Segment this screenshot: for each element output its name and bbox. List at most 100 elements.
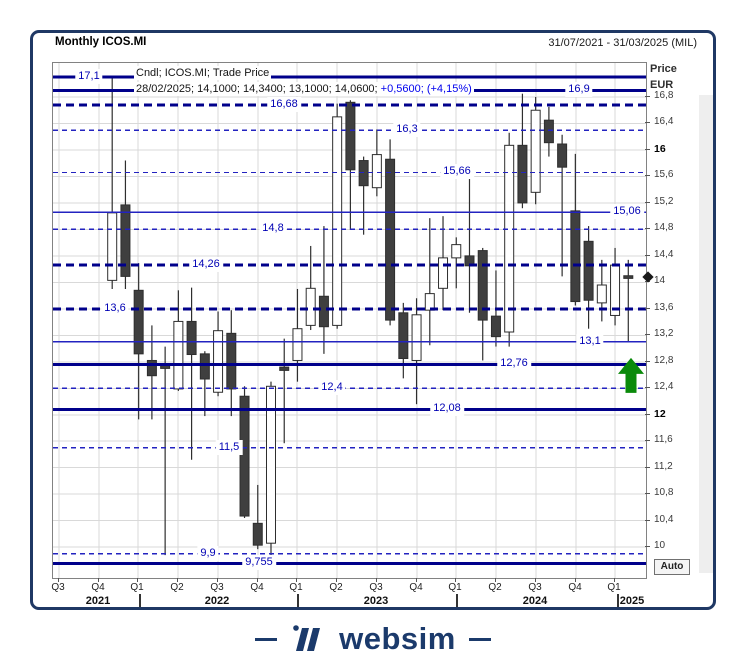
candle-body-2024-06 — [517, 144, 528, 204]
year-label-2022: 2022 — [204, 595, 230, 607]
quarter-label: Q4 — [409, 582, 423, 593]
price-tick-label-13,2: 13,2 — [654, 328, 674, 340]
time-tick-mark — [58, 578, 59, 582]
candle-body-2024-10 — [570, 210, 581, 303]
level-label-15,06: 15,06 — [610, 204, 644, 220]
level-label-14,8: 14,8 — [259, 221, 287, 237]
price-axis-currency: EUR — [650, 79, 674, 91]
candle-body-2021-12 — [120, 204, 131, 277]
candle-body-2024-05 — [504, 144, 515, 333]
quarter-label: Q1 — [448, 582, 462, 593]
candle-body-2022-12 — [279, 366, 290, 371]
price-tick-label-12: 12 — [654, 407, 666, 420]
price-tick-mark — [645, 466, 650, 468]
price-tick-mark — [645, 334, 650, 336]
legend-change-value: +0,5600; (+4,15%) — [377, 83, 472, 95]
price-tick-label-11,2: 11,2 — [654, 460, 673, 472]
price-tick-mark — [645, 360, 650, 362]
price-tick-mark — [645, 440, 650, 442]
price-axis-strip — [699, 95, 713, 573]
legend-series-line: Cndl; ICOS.MI; Trade Price — [134, 66, 272, 80]
candle-body-2022-02 — [146, 359, 157, 377]
price-tick-mark — [645, 201, 650, 203]
price-tick-mark — [645, 546, 650, 548]
websim-footer: websim — [0, 613, 746, 665]
price-tick-mark — [645, 122, 650, 124]
candle-body-2024-01 — [451, 244, 462, 259]
quarter-label: Q2 — [488, 582, 502, 593]
quarter-label: Q1 — [607, 582, 621, 593]
candle-body-2022-08 — [226, 332, 237, 390]
price-tick-mark — [645, 413, 650, 415]
price-tick-label-14,8: 14,8 — [654, 222, 674, 234]
level-label-9,9: 9,9 — [197, 545, 219, 561]
price-tick-label-14,4: 14,4 — [654, 248, 674, 260]
level-label-16,68: 16,68 — [267, 96, 301, 112]
time-axis[interactable]: Q3 Q4 Q1 Q2 Q3 Q4 Q1 Q2 Q3 Q4 Q1 Q2 Q3 Q4 Q1 2021 2022 20… — [51, 578, 672, 612]
level-label-11,5: 11,5 — [215, 439, 243, 455]
level-label-16,3: 16,3 — [393, 122, 421, 138]
price-tick-label-12,4: 12,4 — [654, 381, 674, 393]
price-tick-label-16,4: 16,4 — [654, 116, 674, 128]
candle-body-2024-04 — [490, 315, 501, 338]
chart-plot-area[interactable]: Cndl; ICOS.MI; Trade Price 28/02/2025; 1… — [52, 62, 647, 579]
quarter-label: Q1 — [289, 582, 303, 593]
chart-title: Monthly ICOS.MI — [55, 36, 147, 48]
candle-body-2023-04 — [332, 116, 343, 326]
time-tick-mark — [416, 578, 417, 582]
auto-scale-button[interactable]: Auto — [654, 559, 690, 575]
level-label-12,76: 12,76 — [497, 356, 531, 372]
price-tick-mark — [645, 175, 650, 177]
level-label-15,66: 15,66 — [440, 164, 474, 180]
quarter-label: Q3 — [210, 582, 224, 593]
price-tick-mark — [645, 148, 650, 150]
candle-body-2022-01 — [133, 289, 144, 355]
year-separator-tick — [139, 594, 141, 607]
time-tick-mark — [336, 578, 337, 582]
candle-body-2022-04 — [173, 320, 184, 390]
candle-body-2023-02 — [305, 287, 316, 326]
time-tick-mark — [257, 578, 258, 582]
time-tick-mark — [137, 578, 138, 582]
price-tick-label-10,8: 10,8 — [654, 487, 674, 499]
price-tick-label-16,8: 16,8 — [654, 90, 674, 101]
time-tick-mark — [296, 578, 297, 582]
year-label-2021: 2021 — [85, 595, 111, 607]
price-tick-label-13,6: 13,6 — [654, 301, 674, 313]
candle-body-2022-11 — [265, 385, 276, 544]
candle-body-2023-01 — [292, 328, 303, 361]
time-tick-mark — [495, 578, 496, 582]
time-tick-mark — [217, 578, 218, 582]
quarter-label: Q4 — [568, 582, 582, 593]
quarter-label: Q4 — [250, 582, 264, 593]
level-label-13,1: 13,1 — [576, 333, 604, 349]
quarter-label: Q2 — [170, 582, 184, 593]
price-tick-mark — [645, 228, 650, 230]
candle-body-2022-05 — [186, 320, 197, 356]
chart-date-range: 31/07/2021 - 31/03/2025 (MIL) — [548, 37, 697, 49]
candle-body-2022-06 — [199, 353, 210, 380]
price-axis[interactable]: 16,8 16,4 16 15,6 15,2 14,8 14,4 14 13,6 13,2 12,8… — [645, 62, 715, 578]
candle-body-2024-12 — [596, 284, 607, 304]
candle-body-2023-09 — [398, 312, 409, 359]
price-tick-mark — [645, 519, 650, 521]
time-tick-mark — [177, 578, 178, 582]
legend-ohlc-values: 28/02/2025; 14,1000; 14,3400; 13,1000; 1… — [136, 83, 378, 95]
candle-body-2023-07 — [371, 154, 382, 189]
year-label-2024: 2024 — [522, 595, 548, 607]
year-label-2023: 2023 — [363, 595, 389, 607]
candle-body-2024-03 — [477, 250, 488, 321]
price-tick-label-12,8: 12,8 — [654, 354, 674, 366]
price-tick-label-14: 14 — [654, 275, 666, 287]
candle-body-2023-11 — [424, 293, 435, 311]
level-label-17,1: 17,1 — [75, 69, 103, 85]
quarter-label: Q3 — [51, 582, 65, 593]
legend-ohlc-line: 28/02/2025; 14,1000; 14,3400; 13,1000; 1… — [134, 82, 474, 96]
price-tick-label-16: 16 — [654, 142, 666, 155]
year-label-2025: 2025 — [619, 595, 645, 607]
up-arrow-annotation — [618, 357, 644, 393]
price-tick-mark — [645, 96, 650, 97]
price-tick-label-10: 10 — [654, 540, 666, 552]
quarter-label: Q3 — [528, 582, 542, 593]
